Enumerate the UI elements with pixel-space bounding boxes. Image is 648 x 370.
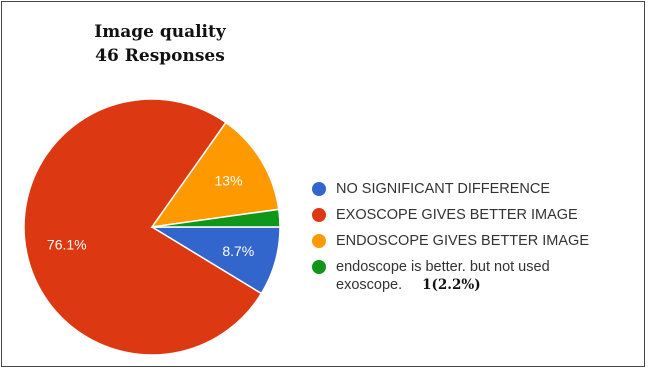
slice-label-1: 76.1% xyxy=(47,237,87,253)
slice-label-2: 13% xyxy=(215,172,243,188)
legend-item-3: endoscope is better. but not used exosco… xyxy=(312,258,642,294)
chart-legend: NO SIGNIFICANT DIFFERENCE EXOSCOPE GIVES … xyxy=(312,180,642,302)
legend-swatch xyxy=(312,234,326,248)
legend-label: EXOSCOPE GIVES BETTER IMAGE xyxy=(336,207,578,223)
legend-item-1: EXOSCOPE GIVES BETTER IMAGE xyxy=(312,206,642,224)
slice-label-0: 8.7% xyxy=(222,243,254,259)
legend-note: 1(2.2%) xyxy=(422,277,480,293)
legend-swatch xyxy=(312,208,326,222)
legend-swatch xyxy=(312,260,326,274)
legend-item-0: NO SIGNIFICANT DIFFERENCE xyxy=(312,180,642,198)
legend-swatch xyxy=(312,182,326,196)
legend-label: ENDOSCOPE GIVES BETTER IMAGE xyxy=(336,233,589,249)
legend-item-2: ENDOSCOPE GIVES BETTER IMAGE xyxy=(312,232,642,250)
legend-label: NO SIGNIFICANT DIFFERENCE xyxy=(336,181,550,197)
